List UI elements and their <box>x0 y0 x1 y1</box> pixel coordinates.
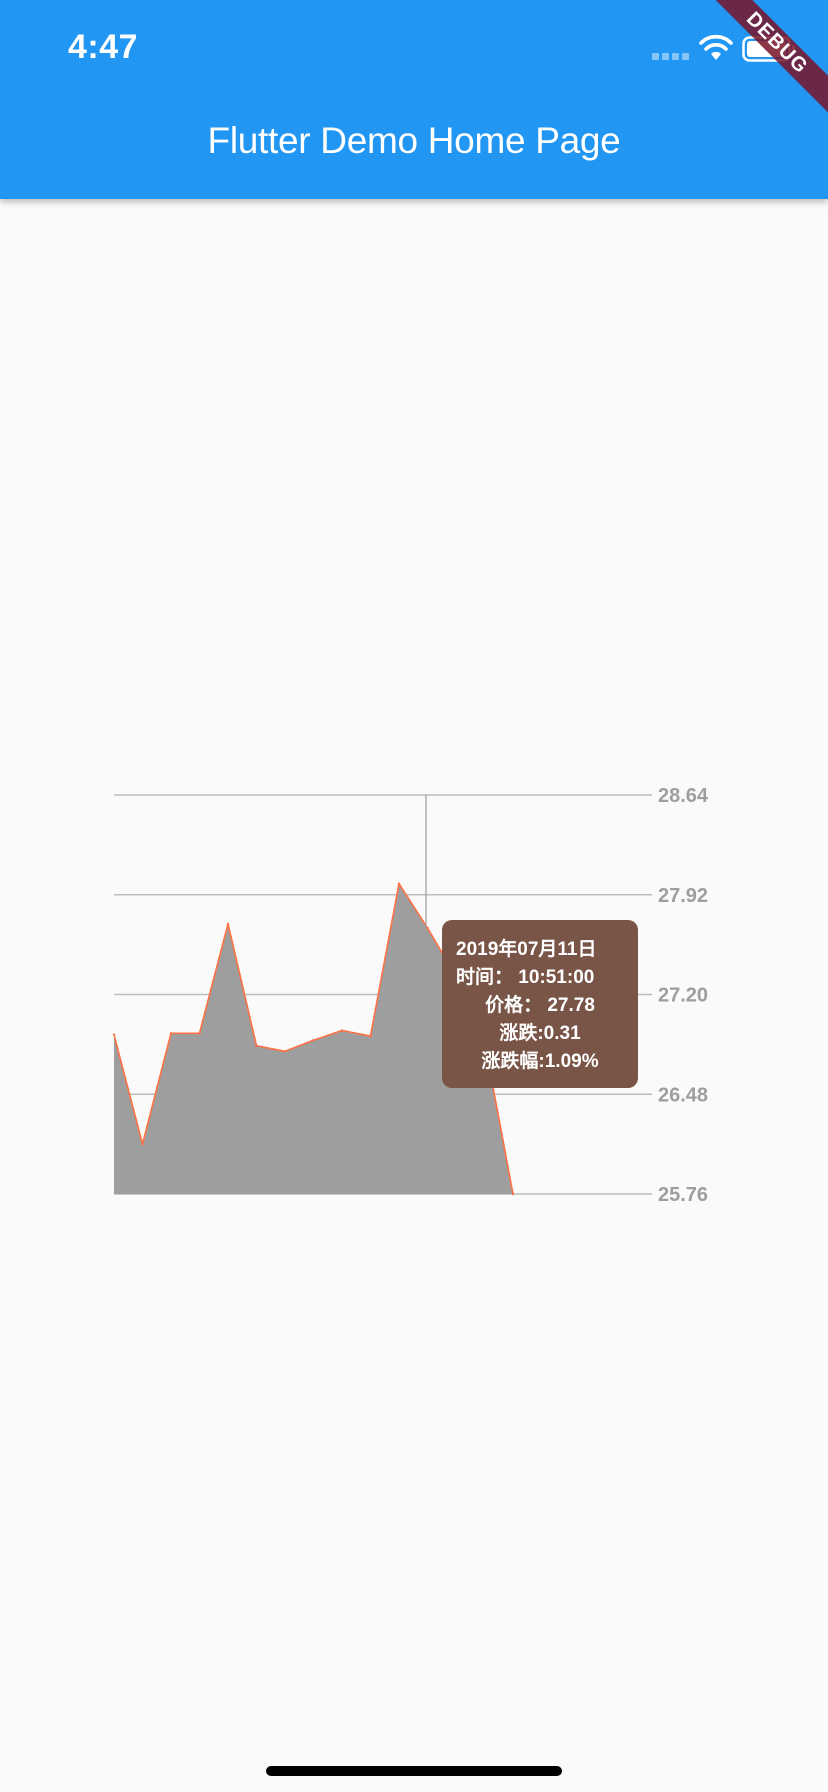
y-tick-label: 27.92 <box>658 885 708 907</box>
cellular-signal-icon <box>652 53 689 60</box>
tooltip-date: 2019年07月11日 <box>456 939 597 960</box>
y-tick-label: 26.48 <box>658 1084 708 1106</box>
data-point <box>340 1029 344 1032</box>
tooltip-price: 价格： 27.78 <box>485 995 595 1016</box>
price-area <box>114 883 513 1194</box>
y-tick-label: 25.76 <box>658 1184 708 1206</box>
wifi-icon <box>699 34 733 60</box>
data-point <box>226 922 230 926</box>
tooltip-change-percent: 涨跌幅:1.09% <box>481 1051 599 1072</box>
data-point <box>112 1033 116 1036</box>
data-point <box>397 882 401 885</box>
tooltip-change: 涨跌:0.31 <box>499 1023 581 1044</box>
data-point <box>255 1044 258 1047</box>
data-point <box>283 1050 287 1053</box>
data-point <box>141 1142 144 1146</box>
status-bar-time: 4:47 <box>68 28 139 66</box>
page-title: Flutter Demo Home Page <box>207 120 621 161</box>
tooltip-time: 时间： 10:51:00 <box>456 967 595 988</box>
data-point <box>198 1032 201 1035</box>
data-point <box>426 926 429 930</box>
y-tick-label: 28.64 <box>658 785 709 807</box>
data-point <box>312 1039 315 1042</box>
app-bar: 4:47 Flutter Demo Home Page <box>0 0 828 199</box>
chart-tooltip: 2019年07月11日 时间： 10:51:00 价格： 27.78 涨跌:0.… <box>442 920 638 1088</box>
data-point <box>511 1192 515 1196</box>
y-tick-label: 27.20 <box>658 985 708 1007</box>
data-point <box>169 1032 173 1035</box>
data-point <box>369 1034 372 1038</box>
home-indicator[interactable] <box>266 1766 562 1776</box>
